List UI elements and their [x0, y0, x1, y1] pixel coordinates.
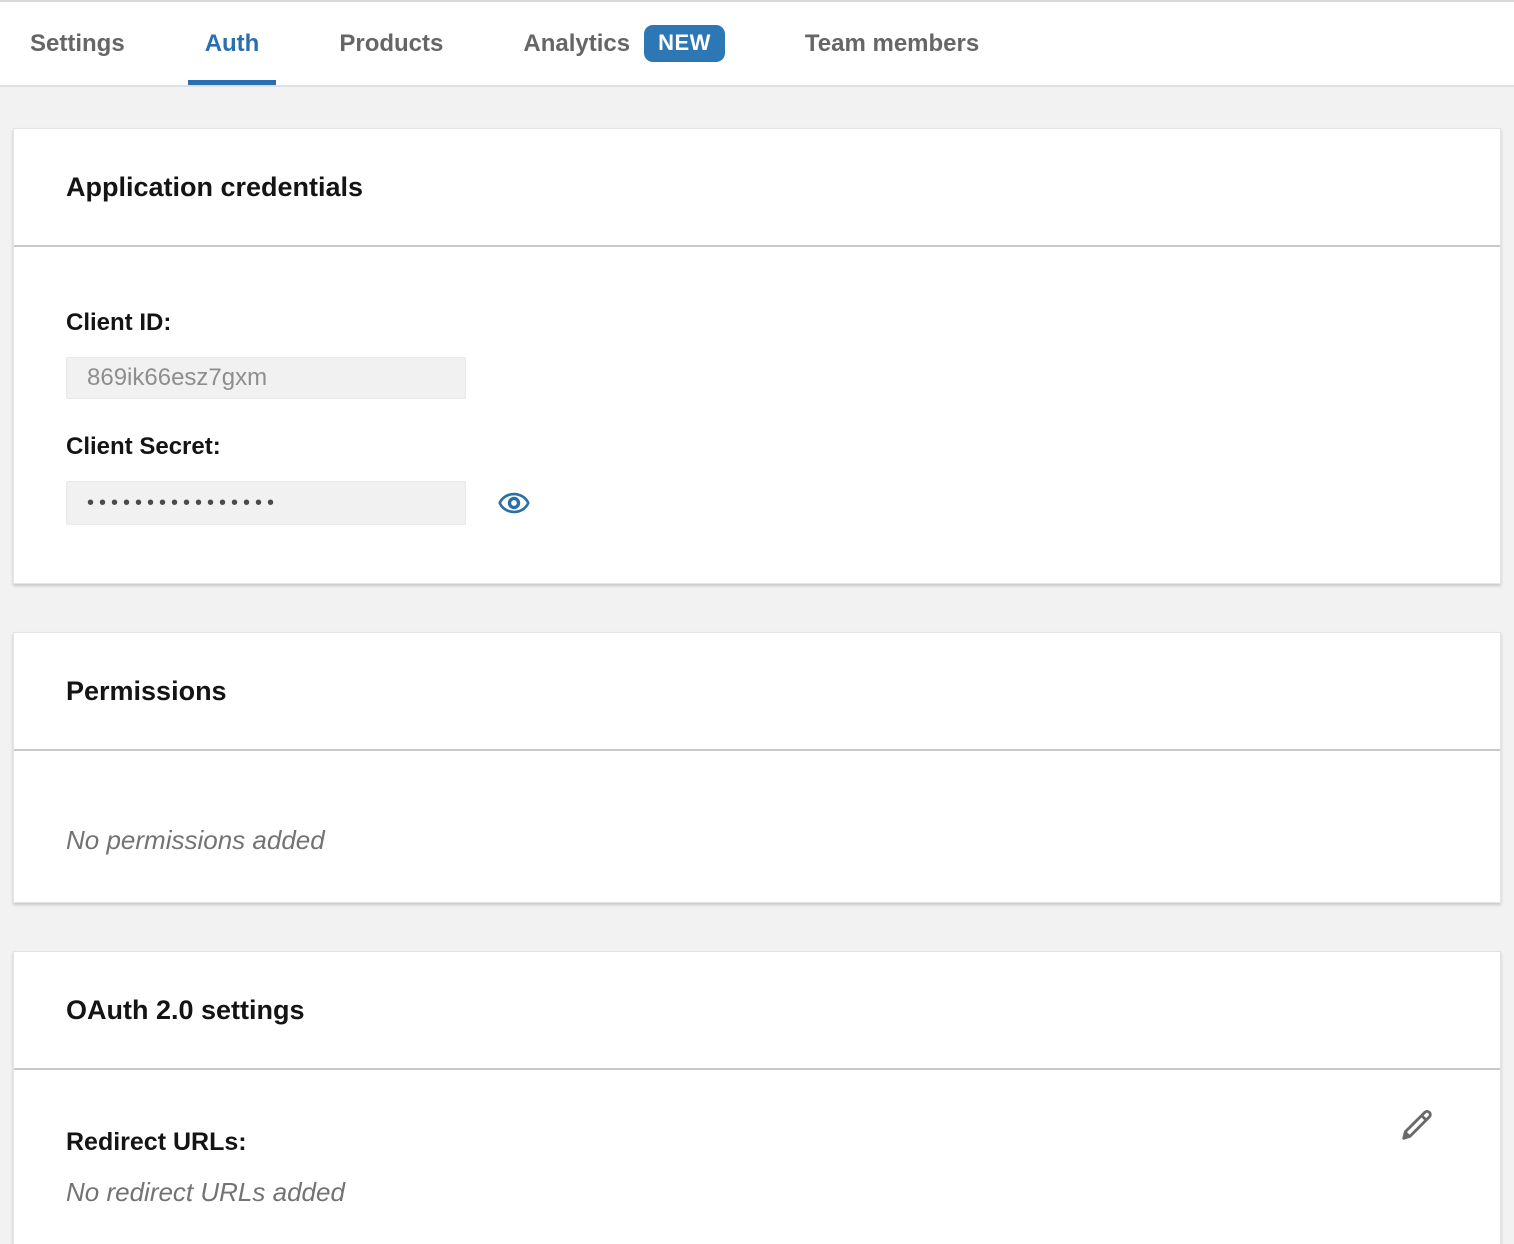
- tab-team-members[interactable]: Team members: [805, 2, 979, 85]
- permissions-title: Permissions: [66, 676, 227, 706]
- permissions-empty-text: No permissions added: [66, 825, 325, 855]
- new-badge: NEW: [644, 25, 725, 62]
- client-id-field[interactable]: 869ik66esz7gxm: [66, 357, 466, 399]
- oauth-settings-body: Redirect URLs: No redirect URLs added: [14, 1070, 1500, 1244]
- client-secret-row: ••••••••••••••••: [66, 481, 1448, 525]
- permissions-card: Permissions No permissions added: [13, 632, 1501, 903]
- client-secret-label: Client Secret:: [66, 433, 221, 460]
- main-content: Application credentials Client ID: 869ik…: [0, 87, 1514, 1244]
- tab-auth-label: Auth: [204, 29, 260, 57]
- tab-products-label: Products: [339, 29, 444, 57]
- client-secret-masked-value: ••••••••••••••••: [87, 491, 280, 514]
- show-secret-button[interactable]: [498, 487, 530, 519]
- client-secret-field[interactable]: ••••••••••••••••: [66, 481, 466, 525]
- redirect-urls-label: Redirect URLs:: [66, 1128, 247, 1156]
- application-credentials-card: Application credentials Client ID: 869ik…: [13, 128, 1501, 584]
- tab-settings-label: Settings: [30, 29, 125, 57]
- tab-analytics-label: Analytics: [523, 29, 631, 57]
- oauth-settings-title: OAuth 2.0 settings: [66, 995, 305, 1025]
- tab-products[interactable]: Products: [339, 2, 443, 85]
- oauth-settings-card: OAuth 2.0 settings Redirect URLs: No red…: [13, 951, 1501, 1244]
- oauth-settings-header: OAuth 2.0 settings: [14, 952, 1500, 1070]
- tab-bar: Settings Auth Products Analytics NEW Tea…: [0, 0, 1514, 87]
- permissions-header: Permissions: [14, 633, 1500, 751]
- tab-settings[interactable]: Settings: [30, 2, 125, 85]
- permissions-body: No permissions added: [14, 751, 1500, 902]
- pencil-icon: [1398, 1106, 1436, 1144]
- application-credentials-header: Application credentials: [14, 129, 1500, 247]
- edit-redirect-urls-button[interactable]: [1398, 1106, 1436, 1144]
- client-id-value: 869ik66esz7gxm: [87, 364, 268, 391]
- tab-auth[interactable]: Auth: [187, 2, 276, 85]
- tab-team-members-label: Team members: [804, 29, 980, 57]
- redirect-urls-empty-text: No redirect URLs added: [66, 1177, 345, 1207]
- client-id-label: Client ID:: [66, 309, 172, 336]
- application-credentials-body: Client ID: 869ik66esz7gxm Client Secret:…: [14, 247, 1500, 583]
- application-credentials-title: Application credentials: [66, 172, 364, 202]
- eye-icon: [498, 487, 530, 519]
- tab-analytics[interactable]: Analytics NEW: [523, 2, 725, 85]
